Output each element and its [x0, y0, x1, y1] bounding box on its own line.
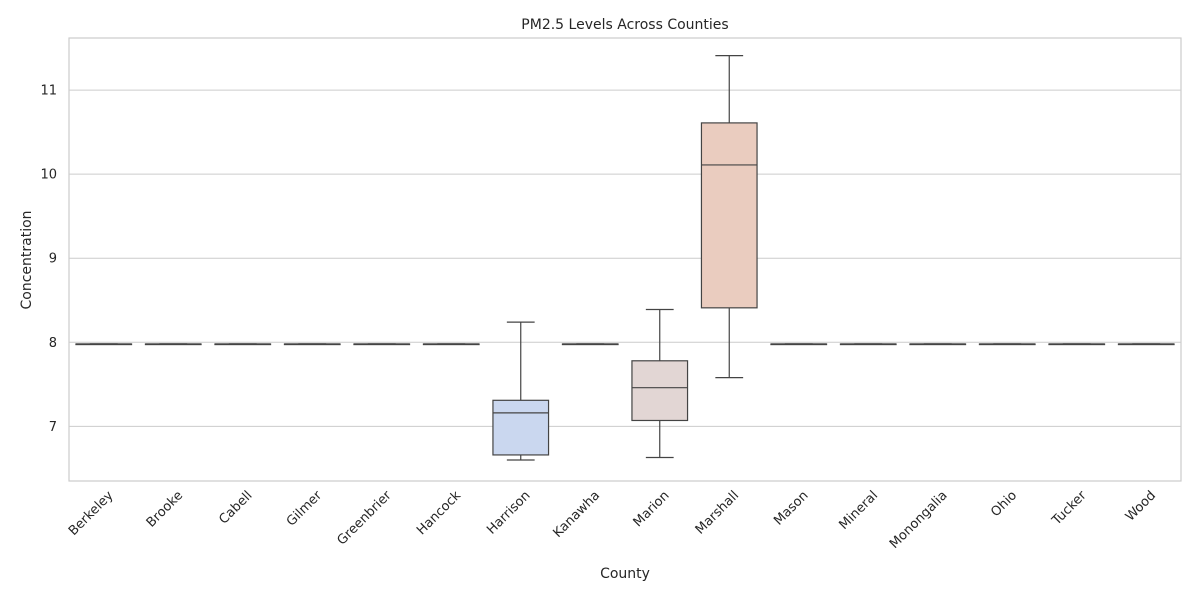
- box-ohio: [978, 343, 1036, 346]
- chart-title: PM2.5 Levels Across Counties: [521, 17, 728, 33]
- y-axis-label: Concentration: [19, 210, 35, 309]
- x-tick-labels: Berkeley Brooke Cabell Gilmer Greenbrier Hanc…: [66, 488, 1159, 552]
- y-tick-labels: 7 8 9 10 11: [40, 84, 57, 435]
- x-tick-label: Gilmer: [284, 488, 326, 530]
- x-tick-label: Marion: [631, 488, 673, 530]
- box-tucker: [1048, 343, 1106, 346]
- box-mason: [770, 343, 828, 346]
- x-tick-label: Brooke: [144, 488, 186, 530]
- iqr-box: [492, 399, 550, 456]
- box-gilmer: [283, 343, 341, 346]
- y-tick-label: 8: [49, 336, 57, 351]
- box-marion: [631, 308, 689, 459]
- box-kanawha: [561, 343, 619, 346]
- x-tick-label: Greenbrier: [335, 488, 396, 549]
- y-tick-label: 7: [49, 420, 57, 435]
- y-tick-label: 11: [40, 84, 57, 99]
- plot-frame: [68, 37, 1182, 482]
- x-tick-label: Berkeley: [66, 488, 117, 539]
- x-tick-label: Harrison: [484, 488, 533, 537]
- box-layer: [75, 55, 1175, 461]
- x-tick-label: Mason: [771, 488, 811, 528]
- box-mineral: [839, 343, 897, 346]
- y-tick-label: 9: [49, 252, 57, 267]
- x-tick-label: Monongalia: [887, 488, 951, 552]
- box-harrison: [492, 321, 550, 461]
- y-tick-label: 10: [40, 168, 57, 183]
- grid-layer: [69, 89, 1181, 427]
- x-tick-label: Kanawha: [551, 488, 604, 541]
- x-tick-label: Marshall: [693, 488, 742, 537]
- x-tick-label: Wood: [1123, 488, 1159, 524]
- iqr-box: [700, 122, 758, 309]
- box-hancock: [422, 343, 480, 346]
- box-wood: [1117, 343, 1175, 346]
- x-tick-label: Tucker: [1049, 488, 1090, 529]
- box-greenbrier: [353, 343, 411, 346]
- box-marshall: [700, 55, 758, 379]
- iqr-box: [631, 360, 689, 422]
- box-brooke: [144, 343, 202, 346]
- x-tick-label: Mineral: [837, 488, 882, 533]
- x-tick-label: Cabell: [216, 488, 255, 527]
- x-tick-label: Ohio: [988, 488, 1020, 520]
- box-monongalia: [909, 343, 967, 346]
- x-axis-label: County: [600, 566, 650, 582]
- x-tick-label: Hancock: [414, 488, 464, 538]
- box-berkeley: [75, 343, 133, 346]
- box-cabell: [214, 343, 272, 346]
